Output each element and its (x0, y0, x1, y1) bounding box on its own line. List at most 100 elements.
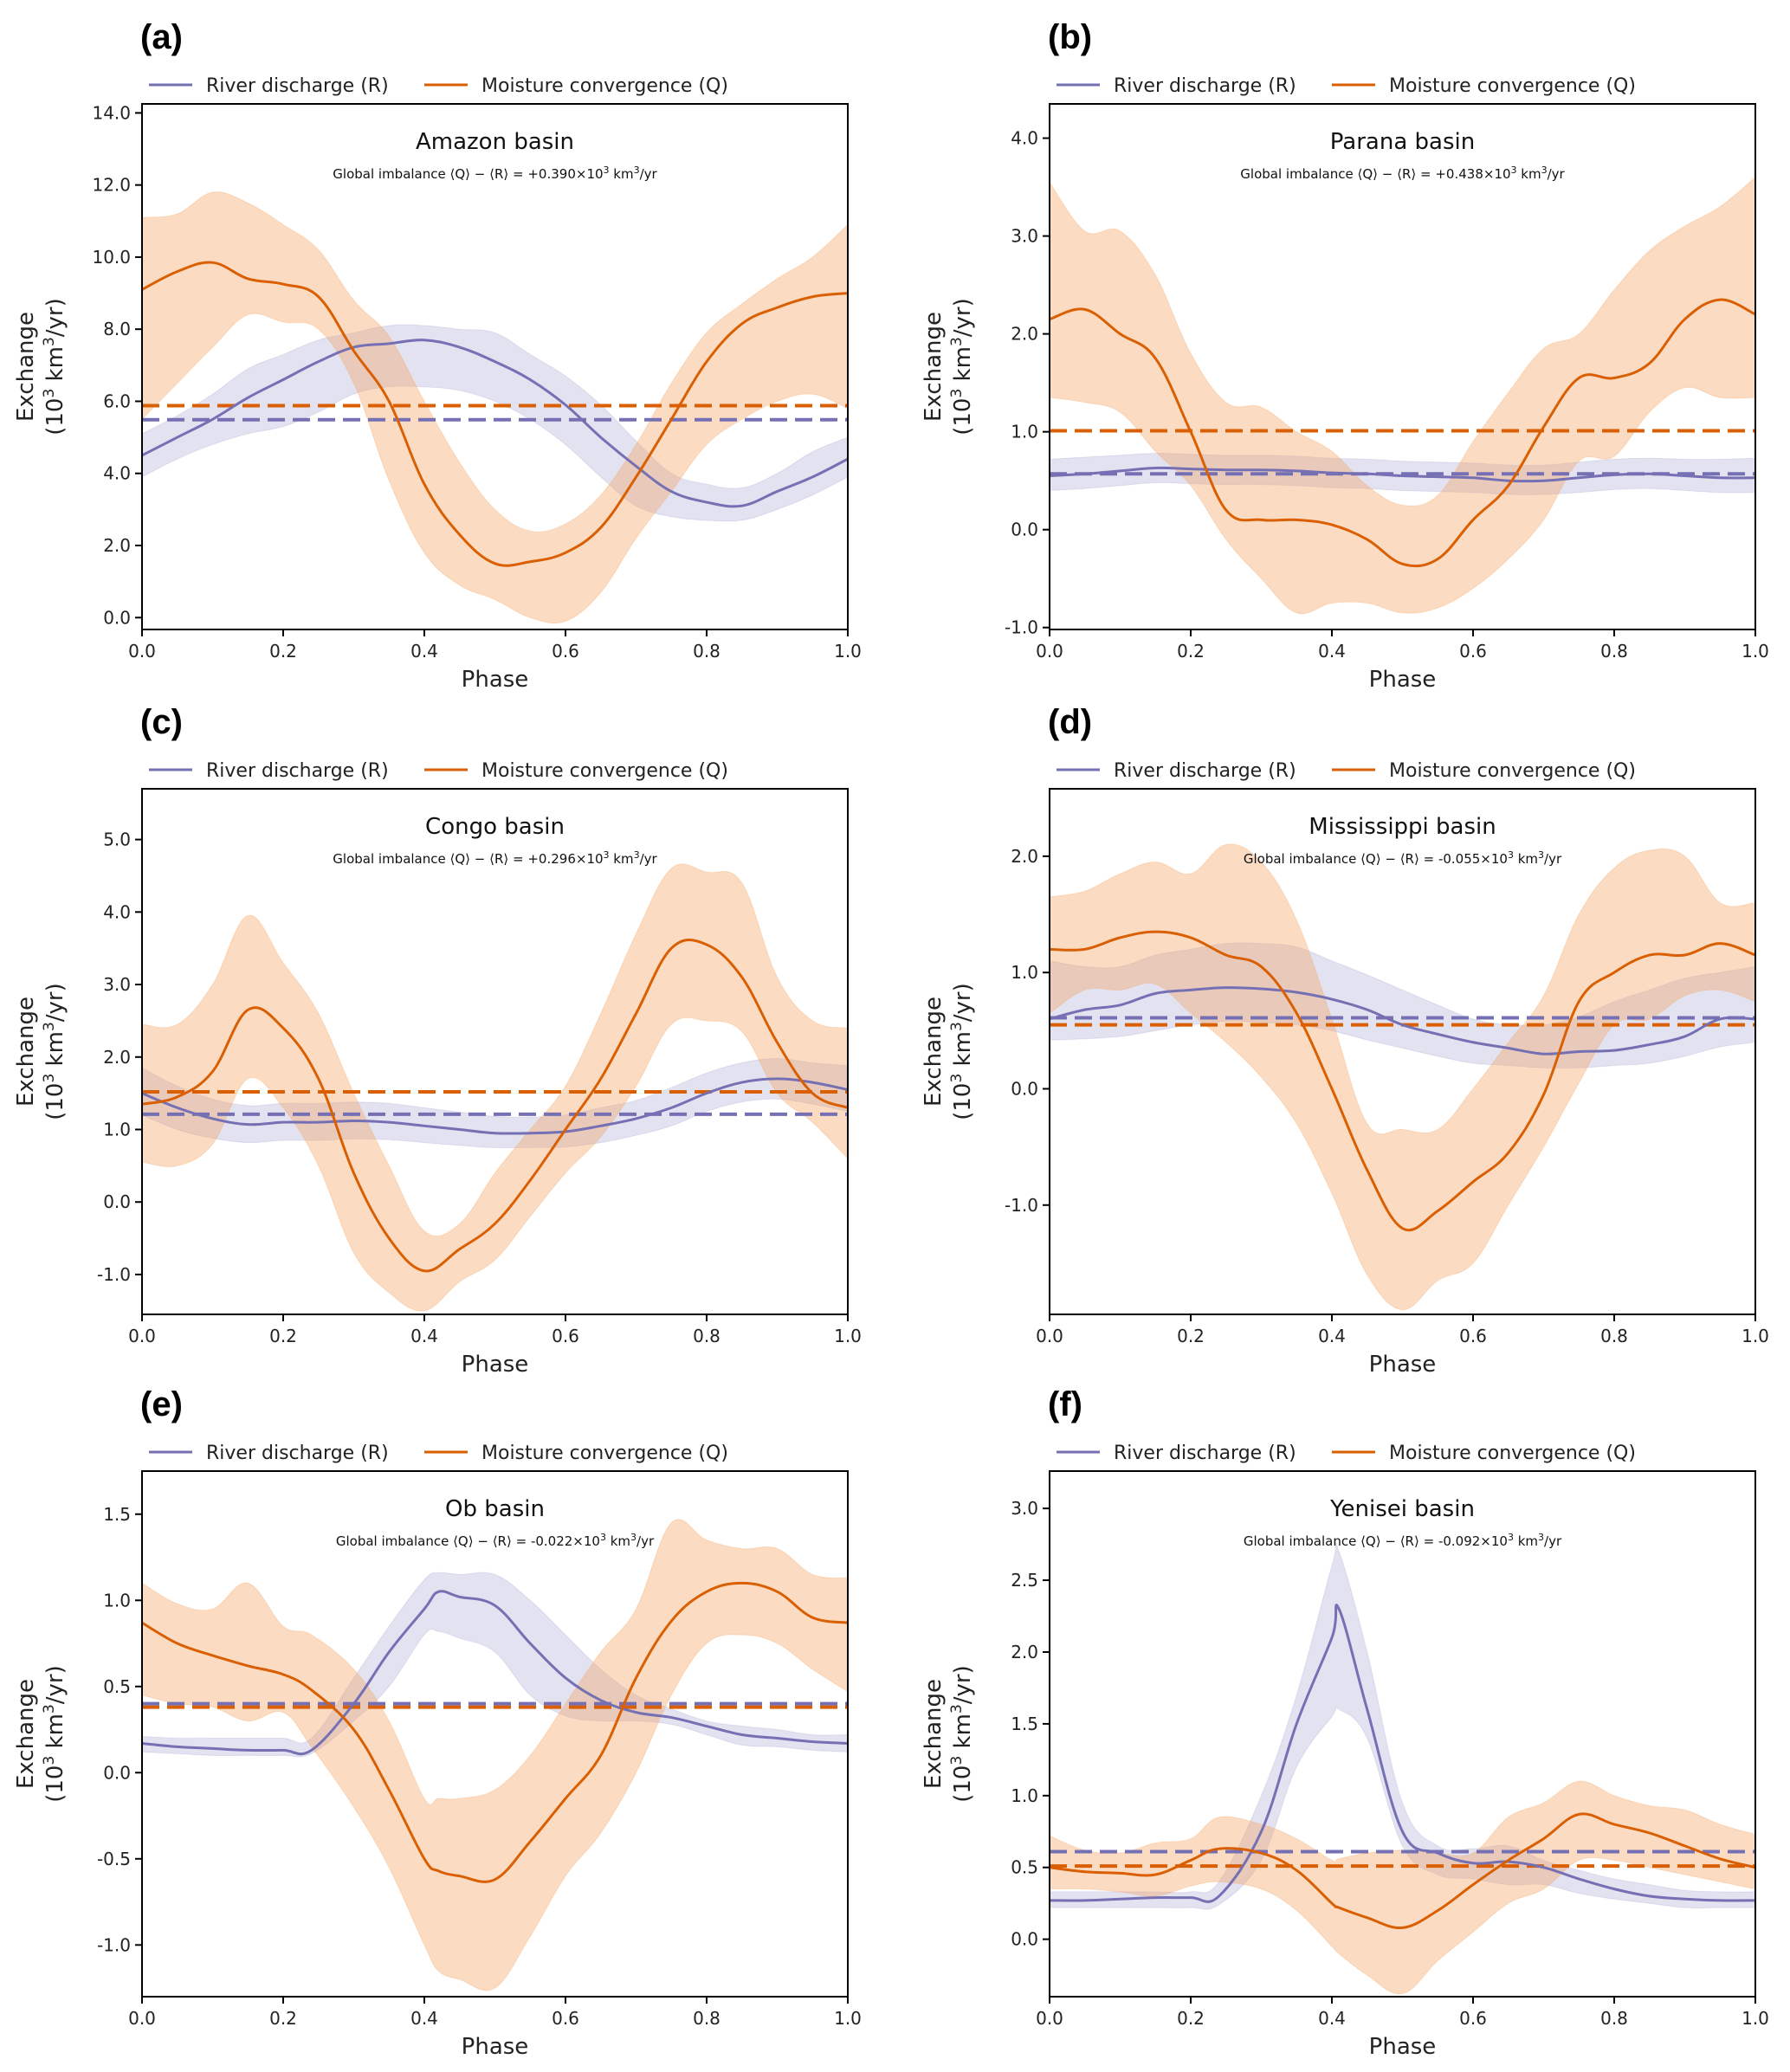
y-tick-label: 12.0 (92, 175, 131, 196)
y-tick-label: 2.0 (103, 535, 131, 556)
series-line-river-discharge (1050, 986, 1755, 1055)
y-tick-label: 10.0 (92, 247, 131, 268)
panel-b: (b) River discharge (R) Moisture convergen… (921, 18, 1769, 693)
x-tick-label: 0.6 (1459, 1326, 1487, 1346)
x-axis-label: Phase (1369, 2034, 1437, 2060)
y-axis-label-line1: Exchange (13, 312, 39, 422)
uncertainty-band-river-discharge (142, 1057, 848, 1149)
chart-title: Mississippi basin (1309, 814, 1496, 840)
y-axis-label-line2: (103 km3/yr) (948, 298, 976, 436)
panel-label: (a) (140, 18, 183, 56)
legend-label-river-discharge: River discharge (R) (1114, 75, 1296, 97)
panel-a: (a) River discharge (R) Moisture convergen… (13, 18, 862, 693)
subtitle-prefix: Global imbalance ⟨Q⟩ − ⟨R⟩ = (1244, 851, 1438, 867)
subtitle-unit-tail: /yr (1548, 166, 1566, 182)
y-axis-label-part: (10 (42, 398, 68, 436)
y-tick-label: 3.0 (1011, 1498, 1038, 1519)
x-tick-label: 0.6 (1459, 2008, 1487, 2029)
series-line-river-discharge (142, 339, 848, 508)
y-tick-label: 3.0 (103, 974, 131, 995)
subtitle-unit-exp: 3 (634, 849, 640, 861)
subtitle-prefix: Global imbalance ⟨Q⟩ − ⟨R⟩ = (336, 1533, 531, 1549)
x-axis-label: Phase (462, 2034, 529, 2060)
x-axis-label: Phase (1369, 667, 1437, 693)
uncertainty-band-moisture-convergence (1050, 177, 1755, 615)
x-tick-label: 0.0 (128, 1326, 156, 1346)
chart-title: Ob basin (445, 1496, 545, 1522)
y-tick-label: -1.0 (97, 1934, 131, 1955)
y-tick-label: 1.0 (103, 1590, 131, 1610)
x-tick-label: 0.2 (1177, 2008, 1205, 2029)
uncertainty-band-river-discharge (142, 1572, 848, 1758)
subtitle-prefix: Global imbalance ⟨Q⟩ − ⟨R⟩ = (1240, 166, 1435, 182)
y-tick-label: 14.0 (92, 102, 131, 123)
y-axis-label-part: 3 (948, 1756, 966, 1765)
series-line-moisture-convergence (1050, 930, 1755, 1232)
y-tick-label: 0.5 (103, 1676, 131, 1697)
axes-frame (1049, 103, 1756, 630)
x-tick-label: 0.4 (410, 641, 438, 662)
subtitle-value: +0.296 (527, 851, 576, 867)
panel-d: (d) River discharge (R) Moisture convergen… (921, 703, 1769, 1378)
uncertainty-band-moisture-convergence (142, 191, 848, 624)
y-tick-label: 0.0 (1011, 1078, 1038, 1099)
y-tick-label: 0.0 (103, 1191, 131, 1212)
x-axis-label: Phase (462, 1352, 529, 1378)
y-axis-label-line2: (103 km3/yr) (41, 983, 68, 1120)
y-axis-label-part: 3 (41, 337, 58, 346)
y-axis-label-part: 3 (41, 1022, 58, 1031)
x-tick-label: 1.0 (834, 1326, 862, 1346)
x-axis-label: Phase (1369, 1352, 1437, 1378)
series-line-moisture-convergence (142, 1581, 848, 1883)
x-tick-label: 0.8 (693, 2008, 721, 2029)
y-tick-label: 6.0 (103, 391, 131, 411)
panel-label: (b) (1048, 18, 1092, 56)
x-tick-label: 1.0 (1742, 1326, 1769, 1346)
subtitle-value: -0.022 (531, 1533, 572, 1549)
y-axis-label-line1: Exchange (921, 312, 947, 422)
chart-subtitle: Global imbalance ⟨Q⟩ − ⟨R⟩ = +0.390×103 … (333, 165, 657, 183)
subtitle-unit-exp: 3 (634, 165, 640, 176)
subtitle-unit: km (610, 851, 634, 867)
x-tick-label: 0.6 (552, 1326, 579, 1346)
y-tick-label: 1.0 (1011, 1785, 1038, 1806)
y-axis-label-part: km (42, 1714, 68, 1756)
y-axis-label-part: /yr) (950, 1665, 976, 1704)
series-line-river-discharge (1050, 1604, 1755, 1903)
y-tick-label: 2.0 (1011, 1642, 1038, 1662)
chart-subtitle: Global imbalance ⟨Q⟩ − ⟨R⟩ = -0.055×103 … (1244, 849, 1562, 868)
plot-area (142, 104, 848, 629)
subtitle-value: +0.390 (527, 166, 576, 182)
uncertainty-band-moisture-convergence (142, 863, 848, 1312)
x-tick-label: 0.6 (552, 641, 579, 662)
x-tick-label: 0.4 (1318, 1326, 1346, 1346)
x-tick-label: 0.0 (1036, 2008, 1063, 2029)
y-axis-label-part: (10 (950, 398, 976, 436)
y-axis-label-part: 3 (948, 1022, 966, 1031)
subtitle-suffix-times: ×10 (576, 851, 604, 867)
subtitle-suffix-times: ×10 (572, 1533, 600, 1549)
subtitle-value: +0.438 (1435, 166, 1483, 182)
subtitle-exp: 3 (600, 1532, 606, 1543)
y-axis-label-part: km (950, 346, 976, 389)
x-tick-label: 0.2 (1177, 641, 1205, 662)
y-tick-label: 1.0 (1011, 422, 1038, 442)
subtitle-unit: km (1514, 851, 1538, 867)
y-tick-label: 4.0 (103, 901, 131, 922)
legend-label-river-discharge: River discharge (R) (206, 760, 389, 782)
x-tick-label: 0.2 (1177, 1326, 1205, 1346)
axes-frame (141, 1470, 849, 1998)
y-tick-label: -1.0 (97, 1264, 131, 1285)
subtitle-unit-exp: 3 (1541, 165, 1548, 176)
y-axis-label-part: 3 (948, 337, 966, 346)
panel-label: (d) (1048, 703, 1092, 741)
x-tick-label: 0.4 (1318, 641, 1346, 662)
x-tick-label: 1.0 (1742, 2008, 1769, 2029)
y-tick-label: 2.0 (103, 1047, 131, 1068)
x-tick-label: 0.0 (1036, 1326, 1063, 1346)
subtitle-exp: 3 (1508, 1532, 1514, 1543)
y-tick-label: 1.5 (103, 1504, 131, 1525)
plot-content (1050, 177, 1755, 615)
x-tick-label: 0.8 (693, 641, 721, 662)
